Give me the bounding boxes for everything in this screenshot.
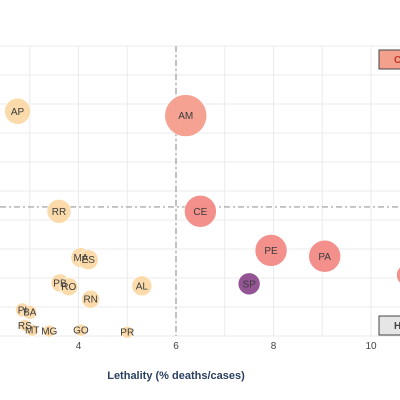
point-label-es: ES <box>82 255 96 266</box>
data-point-rn[interactable] <box>81 289 100 309</box>
point-label-pb: PB <box>53 278 67 289</box>
point-label-pa: PA <box>318 252 331 263</box>
point-label-ap: AP <box>11 107 25 118</box>
data-point-pa[interactable] <box>308 239 341 273</box>
x-tick-label: 6 <box>173 341 179 352</box>
data-point-mg[interactable] <box>42 324 56 338</box>
annotation-text: H <box>394 321 400 332</box>
annotation-layer: CH <box>378 49 400 336</box>
data-point-mt[interactable] <box>25 323 39 337</box>
point-label-ro: RO <box>61 282 76 293</box>
point-label-mt: MT <box>25 326 39 337</box>
annotation-text: C <box>394 55 400 66</box>
point-label-ce: CE <box>193 207 207 218</box>
point-label-pr: PR <box>120 328 134 339</box>
x-tick-label: 10 <box>365 341 377 352</box>
point-label-ma: MA <box>73 253 88 264</box>
point-label-pi: PI <box>18 305 27 316</box>
point-label-rr: RR <box>52 207 66 218</box>
data-point-es[interactable] <box>77 249 99 271</box>
annotation-box <box>378 49 400 70</box>
point-label-sp: SP <box>242 279 256 290</box>
data-point-pr[interactable] <box>120 325 134 339</box>
data-point-sp[interactable] <box>237 272 261 296</box>
point-label-mg: MG <box>41 327 57 338</box>
point-label-ba: BA <box>23 308 37 319</box>
annotation-box <box>378 315 400 336</box>
x-tick-labels: 4 6 8 10 <box>76 341 377 352</box>
data-point-ap[interactable] <box>4 97 31 125</box>
data-point-rr[interactable] <box>46 199 72 224</box>
point-label-pe: PE <box>264 246 278 257</box>
point-label-al: AL <box>136 281 149 292</box>
labels-layer: APAMACRRCEPEPASPMAESALPBRORNPIBARSMTMGGO… <box>11 107 331 339</box>
grid-layer <box>0 45 400 337</box>
point-label-go: GO <box>73 326 89 337</box>
x-tick-label: 8 <box>271 341 277 352</box>
data-point-go[interactable] <box>74 323 88 337</box>
point-label-rn: RN <box>83 295 97 306</box>
x-tick-label: 4 <box>76 341 82 352</box>
data-point-al[interactable] <box>131 275 153 297</box>
data-point-ro[interactable] <box>59 277 79 297</box>
data-point-pe[interactable] <box>254 234 288 267</box>
data-point-ba[interactable] <box>22 304 38 320</box>
data-point-unlabeled[interactable] <box>396 264 400 286</box>
data-point-ce[interactable] <box>184 195 217 228</box>
points-layer <box>4 94 400 339</box>
x-axis-title: Lethality (% deaths/cases) <box>107 370 245 382</box>
point-label-rs: RS <box>18 321 32 332</box>
data-point-am[interactable] <box>164 94 208 137</box>
point-label-am: AM <box>178 111 193 122</box>
